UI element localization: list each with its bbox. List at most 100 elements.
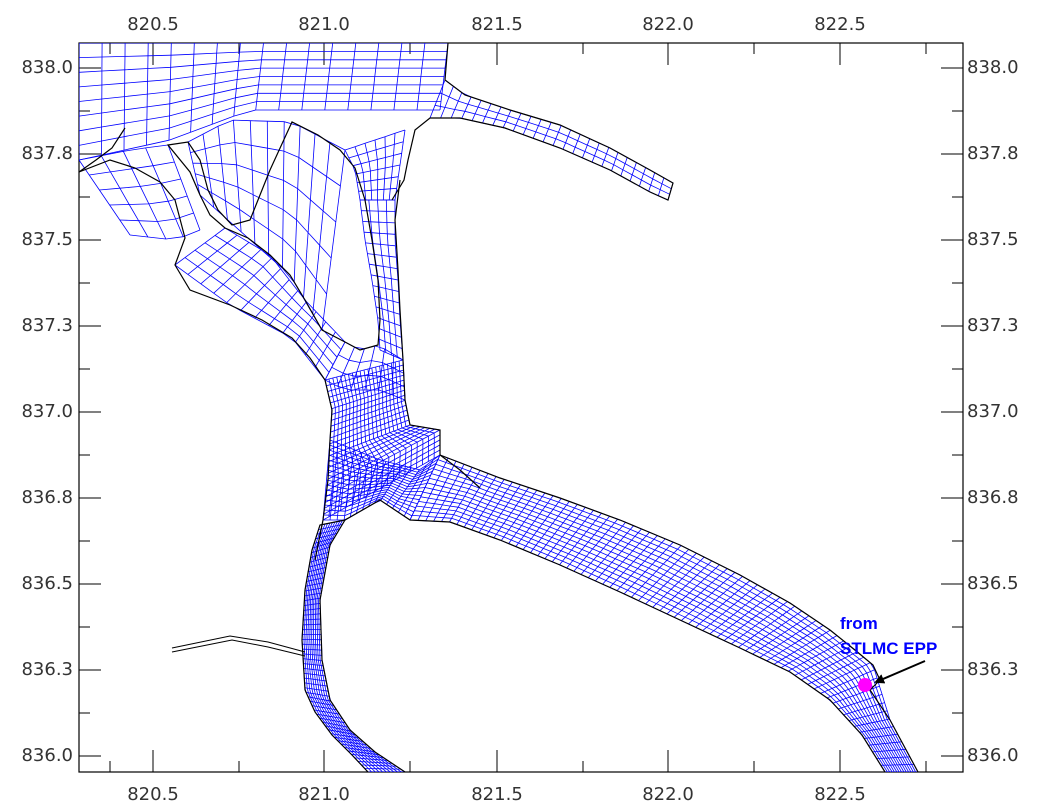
mesh-line	[414, 510, 891, 772]
mesh-line	[100, 155, 149, 238]
mesh-line	[422, 491, 900, 772]
mesh-line	[391, 354, 395, 395]
mesh-line	[202, 134, 215, 208]
x-tick-labels-top: 820.5 821.0 821.5 822.0 822.5	[127, 14, 866, 35]
mesh-line	[89, 161, 175, 176]
mesh-line	[79, 109, 440, 161]
x-tick-label: 822.0	[642, 784, 694, 805]
mesh-line	[338, 354, 404, 374]
y-tick-label: 837.5	[21, 229, 73, 250]
mesh-line	[388, 133, 396, 201]
mesh-line	[379, 365, 407, 475]
y-tick-labels-left: 838.0 837.8 837.5 837.3 837.0 836.8 836.…	[21, 57, 73, 766]
mesh-line	[427, 482, 905, 772]
mesh-line	[304, 321, 327, 356]
mesh-line	[324, 341, 346, 381]
mesh-line	[532, 119, 542, 139]
x-tick-label: 822.5	[814, 14, 866, 35]
axis-ticks	[79, 43, 963, 772]
central-channel	[394, 179, 481, 489]
mesh-line	[119, 212, 194, 222]
mesh-line	[314, 521, 395, 772]
mesh-line	[350, 348, 365, 391]
plot-frame	[78, 42, 964, 773]
mesh-line	[364, 143, 373, 201]
mesh-line	[313, 521, 391, 772]
x-tick-label: 821.5	[471, 784, 523, 805]
mesh-line	[648, 172, 656, 192]
x-tick-label: 820.5	[127, 14, 179, 35]
mesh-line	[328, 449, 437, 476]
mesh-line	[79, 67, 445, 88]
mesh-line	[307, 523, 380, 772]
mesh-line	[311, 522, 387, 772]
mesh-line	[629, 162, 637, 182]
mesh-line	[424, 487, 902, 772]
mesh-line	[620, 157, 628, 177]
mesh-line	[355, 371, 373, 495]
mesh-line	[254, 279, 290, 319]
mesh-line	[327, 464, 431, 483]
mesh-line	[591, 142, 600, 163]
mesh-line	[226, 257, 273, 303]
south-channel-west-bank	[304, 689, 369, 772]
annotation-arrow	[874, 660, 926, 684]
mesh-line	[174, 227, 226, 266]
y-tick-label: 838.0	[967, 57, 1019, 78]
x-tick-label: 822.0	[642, 14, 694, 35]
mesh-line	[326, 484, 424, 493]
mesh-line	[195, 173, 332, 259]
mesh-line	[194, 249, 334, 366]
source-annotation: from STLMC EPP	[840, 614, 937, 692]
annotation-source: STLMC EPP	[840, 639, 937, 658]
mesh-line	[323, 495, 414, 513]
mesh-line	[79, 159, 131, 236]
mesh-line	[542, 122, 552, 143]
x-tick-label: 821.5	[471, 14, 523, 35]
mesh-line	[303, 524, 372, 772]
mesh-line	[639, 167, 646, 187]
mesh-line	[79, 59, 446, 73]
mesh-line	[167, 144, 201, 231]
mesh-line	[512, 113, 522, 132]
mesh-line	[213, 249, 262, 294]
y-tick-label: 836.8	[21, 487, 73, 508]
mesh-line	[390, 362, 424, 465]
mesh-line	[129, 229, 201, 240]
upper-channel-boundary	[79, 159, 333, 561]
mesh-line	[122, 151, 167, 240]
mesh-line	[377, 199, 392, 356]
mesh-line	[394, 361, 430, 462]
mesh-line	[374, 139, 379, 201]
mesh-line	[324, 379, 406, 401]
mesh-line	[471, 100, 482, 121]
mesh-line	[450, 92, 463, 119]
mesh-line	[303, 134, 316, 299]
mesh-line	[383, 364, 412, 472]
mesh-line	[439, 92, 672, 190]
x-tick-label: 822.5	[814, 784, 866, 805]
mesh-line	[217, 126, 228, 220]
mesh-line	[318, 520, 402, 772]
mesh-line	[412, 515, 888, 772]
y-tick-label: 837.5	[967, 229, 1019, 250]
mesh-line	[324, 493, 416, 509]
mesh-line	[394, 129, 406, 201]
mesh-line	[418, 501, 895, 772]
x-tick-label: 821.0	[298, 784, 350, 805]
mesh-line	[348, 373, 362, 501]
mesh-line	[552, 125, 562, 146]
x-tick-label: 820.5	[127, 784, 179, 805]
mesh-line	[440, 86, 454, 119]
mesh-line	[340, 375, 350, 508]
mesh-line	[375, 366, 401, 478]
y-tick-label: 837.0	[967, 401, 1019, 422]
y-tick-label: 836.5	[21, 573, 73, 594]
mesh-line	[378, 348, 385, 391]
mesh-line	[325, 486, 422, 496]
south-channel-east-bank	[319, 519, 406, 772]
mesh-line	[385, 199, 398, 358]
y-tick-label: 837.8	[967, 143, 1019, 164]
mesh-line	[387, 363, 418, 469]
mesh-line	[329, 444, 439, 473]
